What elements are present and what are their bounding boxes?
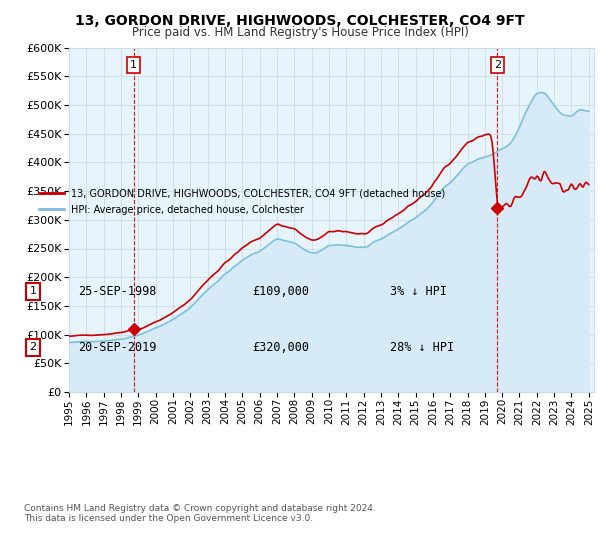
- Text: £320,000: £320,000: [252, 340, 309, 354]
- Text: 3% ↓ HPI: 3% ↓ HPI: [390, 284, 447, 298]
- Text: £109,000: £109,000: [252, 284, 309, 298]
- Text: 1: 1: [29, 286, 37, 296]
- Text: 2: 2: [494, 60, 501, 70]
- Text: 25-SEP-1998: 25-SEP-1998: [78, 284, 157, 298]
- Text: 13, GORDON DRIVE, HIGHWOODS, COLCHESTER, CO4 9FT: 13, GORDON DRIVE, HIGHWOODS, COLCHESTER,…: [75, 14, 525, 28]
- Text: 20-SEP-2019: 20-SEP-2019: [78, 340, 157, 354]
- Legend: 13, GORDON DRIVE, HIGHWOODS, COLCHESTER, CO4 9FT (detached house), HPI: Average : 13, GORDON DRIVE, HIGHWOODS, COLCHESTER,…: [34, 184, 451, 220]
- Text: 2: 2: [29, 342, 37, 352]
- Text: Contains HM Land Registry data © Crown copyright and database right 2024.
This d: Contains HM Land Registry data © Crown c…: [24, 504, 376, 524]
- Text: Price paid vs. HM Land Registry's House Price Index (HPI): Price paid vs. HM Land Registry's House …: [131, 26, 469, 39]
- Text: 1: 1: [130, 60, 137, 70]
- Text: 28% ↓ HPI: 28% ↓ HPI: [390, 340, 454, 354]
